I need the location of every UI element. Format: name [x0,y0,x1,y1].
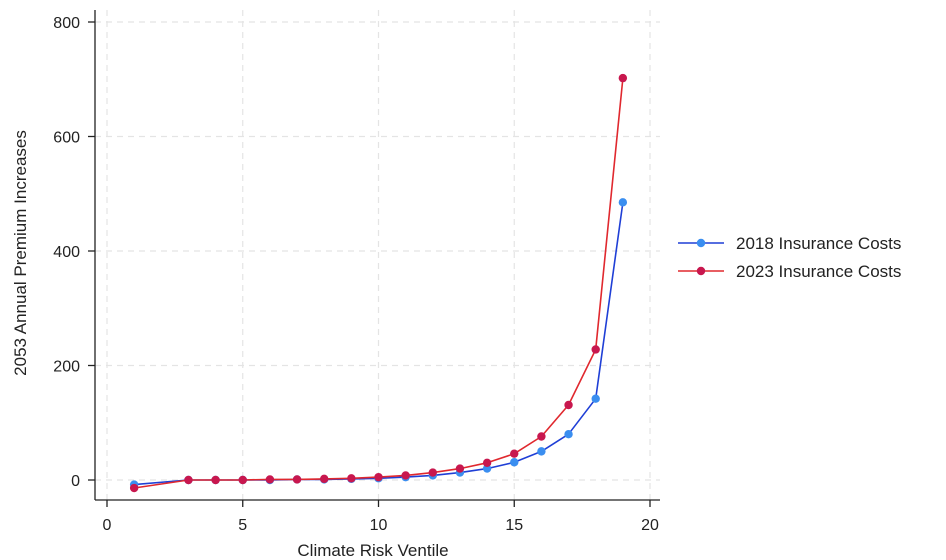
legend-swatch-marker [696,266,706,276]
legend-item: 2023 Insurance Costs [678,262,901,281]
data-point [618,73,628,83]
data-point [129,483,139,493]
data-point [455,464,465,473]
data-point [591,394,600,403]
data-point [374,472,383,482]
data-point [265,475,275,484]
data-point [320,474,329,484]
data-point [537,447,546,456]
plot-area [95,10,660,500]
data-point [482,458,492,468]
data-point [618,198,628,207]
y-tick-label: 0 [71,473,80,490]
y-axis-title: 2053 Annual Premium Increases [11,130,30,376]
legend: 2018 Insurance Costs 2023 Insurance Costs [678,234,901,281]
y-tick-label: 400 [53,244,80,261]
x-tick-label: 5 [238,517,247,534]
data-point [591,345,600,354]
legend-label: 2023 Insurance Costs [736,262,901,281]
data-point [564,400,573,410]
data-point [510,449,519,458]
y-tick-label: 600 [53,130,80,147]
x-tick-label: 20 [641,517,659,534]
legend-label: 2018 Insurance Costs [736,234,901,253]
data-point [510,458,519,467]
y-tick-label: 800 [53,15,80,32]
x-tick-label: 0 [103,517,112,534]
series-line [134,78,624,489]
data-point [347,474,356,483]
data-point [564,430,573,439]
data-point [184,475,193,485]
y-tick-label: 200 [53,359,80,376]
grid [95,10,660,500]
series-2 [129,73,628,493]
data-point [292,475,302,484]
data-point [238,475,247,485]
legend-item: 2018 Insurance Costs [678,234,901,253]
x-tick-label: 15 [505,517,523,534]
data-point [537,432,546,441]
data-point [401,471,410,480]
legend-swatch-marker [696,238,706,248]
data-point [211,475,220,485]
x-tick-label: 10 [370,517,388,534]
x-axis-title: Climate Risk Ventile [297,541,448,560]
data-point [428,468,437,477]
series-layer [129,73,628,493]
